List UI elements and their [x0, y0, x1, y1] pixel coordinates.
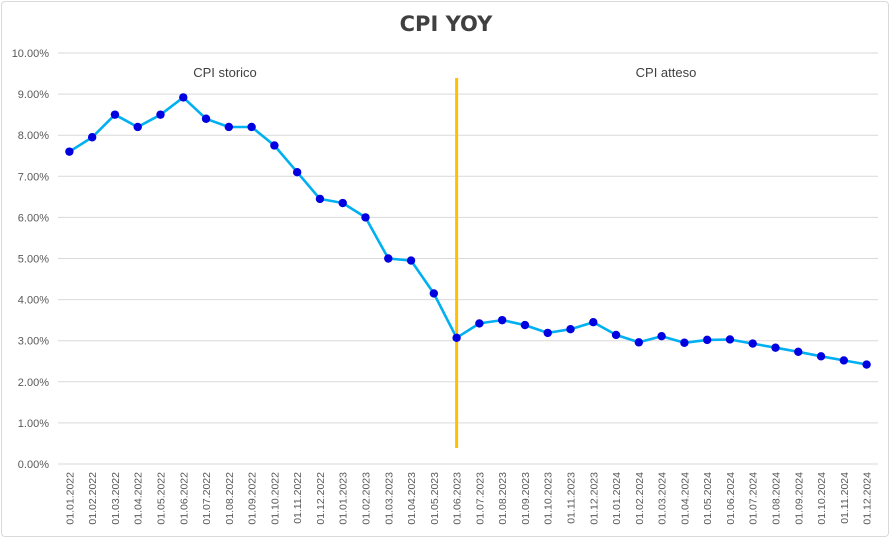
annotation-cpi-atteso: CPI atteso	[636, 65, 697, 80]
data-point-marker	[87, 133, 97, 142]
data-point-marker	[292, 167, 302, 177]
x-tick-label: 01.02.2022	[87, 472, 99, 525]
y-tick-label: 8.00%	[18, 130, 49, 142]
x-tick-label: 01.05.2022	[156, 472, 168, 525]
y-tick-label: 6.00%	[18, 212, 49, 224]
x-tick-label: 01.06.2024	[725, 472, 737, 525]
data-point-marker	[361, 213, 370, 222]
x-tick-label: 01.12.2022	[315, 472, 327, 525]
x-tick-label: 01.04.2022	[133, 472, 145, 525]
data-point-marker	[475, 319, 484, 328]
data-point-marker	[179, 93, 188, 102]
x-tick-label: 01.06.2022	[178, 472, 190, 525]
x-tick-label: 01.03.2023	[383, 472, 395, 525]
series-markers	[65, 93, 871, 369]
x-tick-label: 01.09.2023	[520, 472, 532, 525]
x-axis-ticks: 01.01.2022 01.02.2022 01.03.2022 01.04.2022…	[64, 472, 873, 525]
x-tick-label: 01.01.2023	[338, 472, 350, 525]
y-tick-label: 9.00%	[18, 89, 49, 101]
gridlines	[58, 52, 878, 465]
y-tick-label: 0.00%	[18, 459, 49, 471]
data-point-marker	[543, 328, 552, 338]
x-tick-label: 01.08.2024	[771, 472, 783, 525]
data-point-marker	[133, 122, 142, 132]
data-point-marker	[611, 330, 621, 340]
data-point-marker	[771, 343, 780, 352]
chart-title: CPI YOY	[400, 12, 493, 36]
data-point-marker	[315, 194, 325, 204]
data-point-marker	[589, 318, 598, 327]
y-tick-label: 2.00%	[18, 377, 49, 389]
data-point-marker	[839, 356, 849, 365]
x-tick-label: 01.05.2023	[429, 472, 441, 525]
data-point-marker	[680, 338, 689, 347]
data-point-marker	[338, 198, 347, 208]
annotation-cpi-storico: CPI storico	[193, 65, 257, 80]
series-line-layer	[68, 96, 867, 366]
y-tick-label: 1.00%	[18, 418, 49, 430]
x-tick-label: 01.10.2024	[816, 472, 828, 525]
x-tick-label: 01.09.2024	[793, 472, 805, 525]
data-point-marker	[634, 338, 644, 347]
x-tick-label: 01.03.2024	[657, 472, 669, 525]
data-point-marker	[520, 320, 530, 330]
data-point-marker	[156, 110, 165, 119]
data-point-marker	[725, 335, 735, 344]
data-point-marker	[65, 147, 74, 156]
data-point-marker	[566, 324, 575, 334]
data-point-marker	[702, 335, 712, 345]
x-tick-label: 01.10.2023	[543, 472, 555, 525]
x-tick-label: 01.01.2024	[611, 472, 623, 525]
data-point-marker	[406, 256, 416, 265]
y-axis-ticks: 0.00% 1.00% 2.00% 3.00% 4.00% 5.00% 6.00% 7.00%…	[12, 48, 50, 471]
x-tick-label: 01.11.2024	[839, 472, 851, 524]
data-point-marker	[862, 360, 871, 369]
x-tick-label: 01.12.2023	[588, 472, 600, 525]
x-tick-label: 01.09.2022	[247, 472, 259, 525]
x-tick-label: 01.06.2023	[452, 472, 464, 525]
data-point-marker	[247, 122, 256, 132]
x-tick-label: 01.02.2023	[361, 472, 373, 525]
x-tick-label: 01.01.2022	[64, 472, 76, 525]
data-point-marker	[429, 289, 439, 298]
x-tick-label: 01.10.2022	[269, 472, 281, 525]
y-tick-label: 5.00%	[18, 254, 49, 266]
data-point-marker	[497, 315, 507, 325]
x-tick-label: 01.07.2023	[474, 472, 486, 525]
data-point-marker	[270, 141, 279, 150]
x-tick-label: 01.08.2023	[497, 472, 509, 525]
data-point-marker	[748, 339, 757, 348]
y-tick-label: 4.00%	[18, 295, 49, 307]
data-point-marker	[794, 347, 803, 356]
x-tick-label: 01.07.2022	[201, 472, 213, 525]
data-point-marker	[201, 114, 211, 123]
x-tick-label: 01.04.2024	[679, 472, 691, 525]
x-tick-label: 01.03.2022	[110, 472, 122, 525]
x-tick-label: 01.11.2023	[566, 472, 578, 524]
y-tick-label: 7.00%	[18, 171, 49, 183]
data-point-marker	[224, 122, 234, 132]
x-tick-label: 01.05.2024	[702, 472, 714, 525]
data-point-marker	[452, 333, 461, 343]
y-tick-label: 10.00%	[12, 48, 50, 60]
x-tick-label: 01.08.2022	[224, 472, 236, 525]
x-tick-label: 01.04.2023	[406, 472, 418, 525]
data-point-marker	[110, 110, 120, 119]
data-point-marker	[657, 331, 666, 341]
x-tick-label: 01.12.2024	[862, 472, 874, 525]
data-point-marker	[816, 352, 826, 361]
series-line	[68, 96, 867, 366]
data-point-marker	[384, 254, 393, 263]
x-tick-label: 01.07.2024	[748, 472, 760, 525]
y-tick-label: 3.00%	[18, 336, 49, 348]
x-tick-label: 01.02.2024	[634, 472, 646, 525]
x-tick-label: 01.11.2022	[292, 472, 304, 524]
